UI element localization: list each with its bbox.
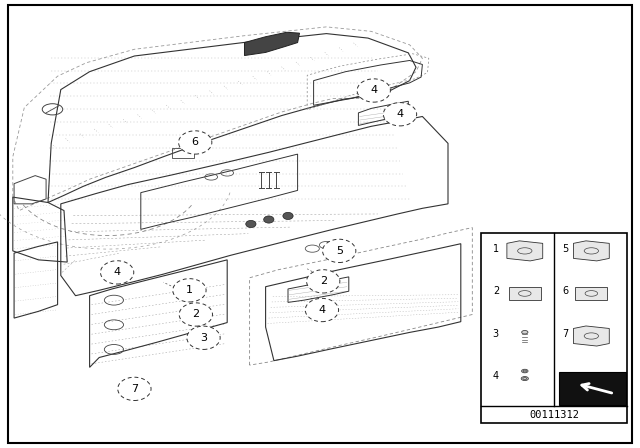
- Ellipse shape: [522, 369, 528, 373]
- Text: 1: 1: [493, 244, 499, 254]
- Circle shape: [179, 131, 212, 154]
- Text: 2: 2: [319, 276, 327, 286]
- Text: 4: 4: [493, 371, 499, 381]
- Ellipse shape: [522, 331, 528, 334]
- Text: 2: 2: [493, 286, 499, 296]
- Text: 2: 2: [192, 310, 200, 319]
- Text: 6: 6: [192, 138, 198, 147]
- FancyBboxPatch shape: [8, 5, 632, 443]
- Text: 4: 4: [113, 267, 121, 277]
- Circle shape: [179, 303, 212, 326]
- Circle shape: [283, 212, 293, 220]
- Text: 4: 4: [396, 109, 404, 119]
- Polygon shape: [507, 241, 543, 261]
- Polygon shape: [575, 287, 607, 300]
- Polygon shape: [509, 287, 541, 300]
- Text: 00111312: 00111312: [529, 410, 579, 420]
- Circle shape: [307, 270, 340, 293]
- Polygon shape: [244, 32, 300, 56]
- Text: 3: 3: [493, 329, 499, 339]
- Text: 7: 7: [562, 329, 568, 339]
- Circle shape: [357, 79, 390, 102]
- Circle shape: [118, 377, 151, 401]
- FancyBboxPatch shape: [481, 233, 627, 423]
- Circle shape: [323, 239, 356, 263]
- Text: 7: 7: [131, 384, 138, 394]
- Text: 5: 5: [562, 244, 568, 254]
- Text: 5: 5: [336, 246, 342, 256]
- Circle shape: [246, 220, 256, 228]
- Text: 1: 1: [186, 285, 193, 295]
- Circle shape: [305, 298, 339, 322]
- Circle shape: [383, 103, 417, 126]
- Text: 6: 6: [562, 286, 568, 296]
- Ellipse shape: [521, 377, 529, 380]
- Text: 3: 3: [200, 333, 207, 343]
- Circle shape: [187, 326, 220, 349]
- Circle shape: [173, 279, 206, 302]
- Polygon shape: [573, 326, 609, 346]
- Circle shape: [100, 261, 134, 284]
- Circle shape: [264, 216, 274, 223]
- Text: 4: 4: [318, 305, 326, 315]
- FancyBboxPatch shape: [559, 372, 627, 405]
- Polygon shape: [573, 241, 609, 261]
- Text: 4: 4: [370, 86, 378, 95]
